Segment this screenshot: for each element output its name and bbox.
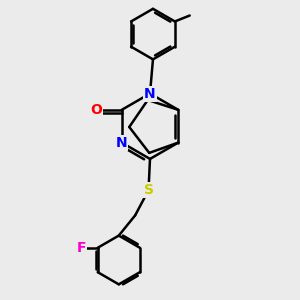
Text: O: O [91,103,102,117]
Text: N: N [116,136,127,150]
Text: F: F [76,241,86,255]
Text: S: S [143,183,154,197]
Text: N: N [144,86,156,100]
